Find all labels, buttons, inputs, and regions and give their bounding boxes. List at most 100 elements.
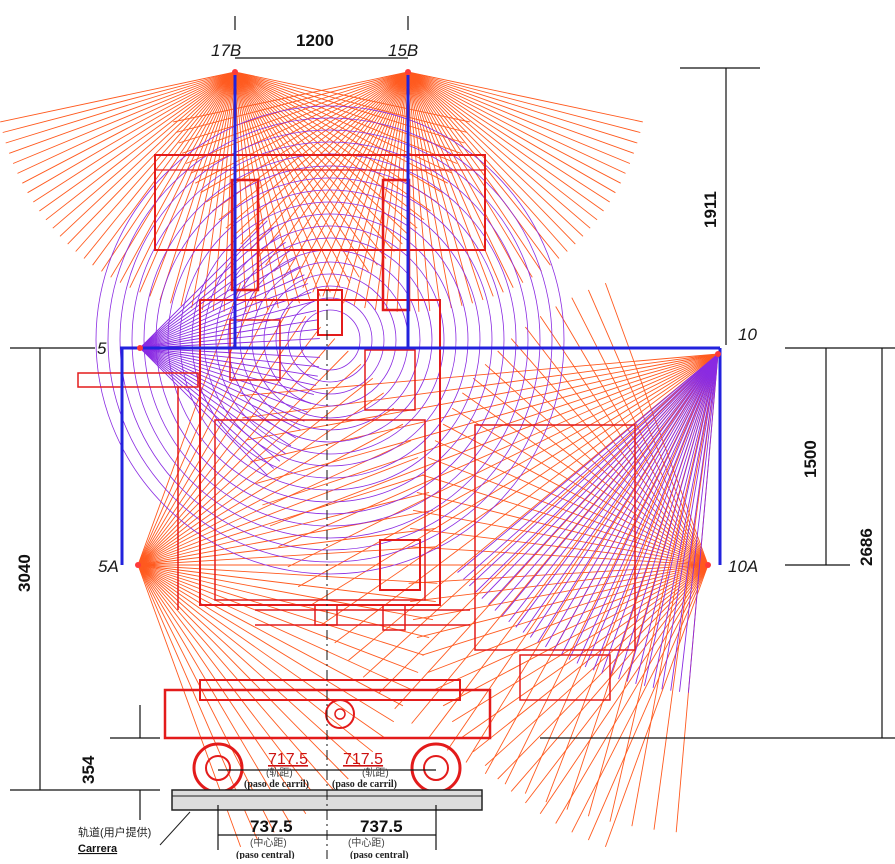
ray-17b [234,71,311,301]
ray-5 [139,347,275,469]
clearance-arc [179,189,481,491]
point-markers [135,69,721,568]
ray-10a [462,564,709,738]
ray-17b [223,71,236,312]
wheel-right [410,742,462,794]
clearance-arc [227,237,433,443]
ray-5a [137,564,438,584]
ray-5a [137,527,436,566]
ray-10-purple [643,353,719,686]
ray-5 [139,234,281,349]
ray-15b [407,71,431,312]
ray-5a [137,564,419,673]
ray-5 [139,347,268,476]
ray-17b [234,71,418,229]
ray-5a [137,407,395,566]
ray-5 [139,347,318,377]
ray-10 [255,353,719,485]
ray-5 [139,347,305,422]
clearance-arc [107,117,553,563]
center-pivot [325,699,355,729]
clearance-arc [287,297,373,383]
ray-15b [283,71,409,278]
ray-15b [407,71,560,259]
ray-17b [22,71,236,184]
ray-17b [67,71,236,245]
ray-5a [137,423,404,566]
gauge-left-value: 717.5 [268,751,308,768]
ray-5 [139,300,315,349]
ray-10-purple [545,353,719,648]
clearance-arc [155,165,505,515]
clearance-arc [263,273,397,407]
ray-15b [248,71,409,252]
ray-10 [545,353,719,803]
bushing-left [230,178,260,292]
ray-5a [137,564,384,738]
ray-10 [262,353,719,506]
ray-17b [0,71,236,123]
ray-17b [234,71,395,252]
ray-17b [27,71,236,194]
ray-10a [525,564,709,804]
clearance-arc [191,201,469,479]
dim-left-total: 3040 [15,554,34,592]
ray-10a [416,491,709,566]
ray-10-purple [487,353,719,606]
ray-10 [465,353,719,763]
ray-5 [139,274,305,349]
ray-17b [234,71,300,304]
ray-10-purple [537,353,719,643]
ray-10-purple [576,353,719,664]
ray-17b [159,71,236,301]
ray-17b [234,71,341,288]
ray-15b [364,71,409,309]
ray-10a [539,316,709,566]
ray-10-purple [679,353,719,692]
ray-17b [234,71,431,212]
ray-5a [137,564,362,767]
ray-15b [185,71,409,164]
ray-15b [265,71,409,266]
ray-15b [407,71,616,194]
ray-10-purple [601,353,719,674]
ray-10a [421,474,709,566]
dim-right-mid: 1500 [801,440,820,478]
ray-15b [190,71,409,174]
clearance-arcs [95,105,565,575]
ray-10-purple [494,353,719,611]
ray-17b [234,71,468,133]
ray-17b [45,71,236,221]
ray-17b [234,71,258,312]
radiator [474,424,636,651]
ray-10-purple [529,353,719,638]
dimension-lines [10,16,895,850]
clearance-arc [275,285,385,395]
ray-10-purple [568,353,719,660]
ray-5a [137,564,374,753]
ray-5 [139,347,312,405]
ray-5a [137,546,438,566]
ray-15b [274,71,409,272]
side-pipe [77,372,199,388]
ray-15b [322,71,409,297]
ray-15b [407,71,643,123]
ray-17b [129,71,236,288]
ray-5a [137,377,374,566]
ray-10 [309,353,719,607]
ray-15b [407,71,576,245]
ray-10 [321,353,719,626]
ray-10 [297,353,719,588]
ray-10a [555,306,709,566]
ray-5a [137,440,412,566]
ray-15b [407,71,604,212]
ray-15b [353,71,409,306]
dim-right-total: 2686 [857,528,876,566]
ray-5a [137,564,436,603]
ray-15b [407,71,591,229]
ray-15b [182,71,409,154]
rail-track [159,789,483,846]
ray-17b [234,71,269,310]
ray-10 [287,353,719,568]
